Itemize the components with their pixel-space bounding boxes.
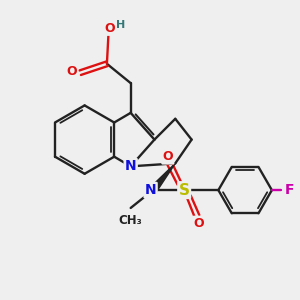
Text: N: N <box>125 159 136 173</box>
Polygon shape <box>150 164 175 193</box>
Text: F: F <box>285 183 294 197</box>
Text: O: O <box>105 22 115 34</box>
Text: S: S <box>179 183 190 198</box>
Text: H: H <box>116 20 125 30</box>
Text: O: O <box>163 150 173 163</box>
Text: N: N <box>145 183 156 197</box>
Text: O: O <box>67 65 77 78</box>
Text: CH₃: CH₃ <box>119 214 142 227</box>
Text: O: O <box>194 217 204 230</box>
